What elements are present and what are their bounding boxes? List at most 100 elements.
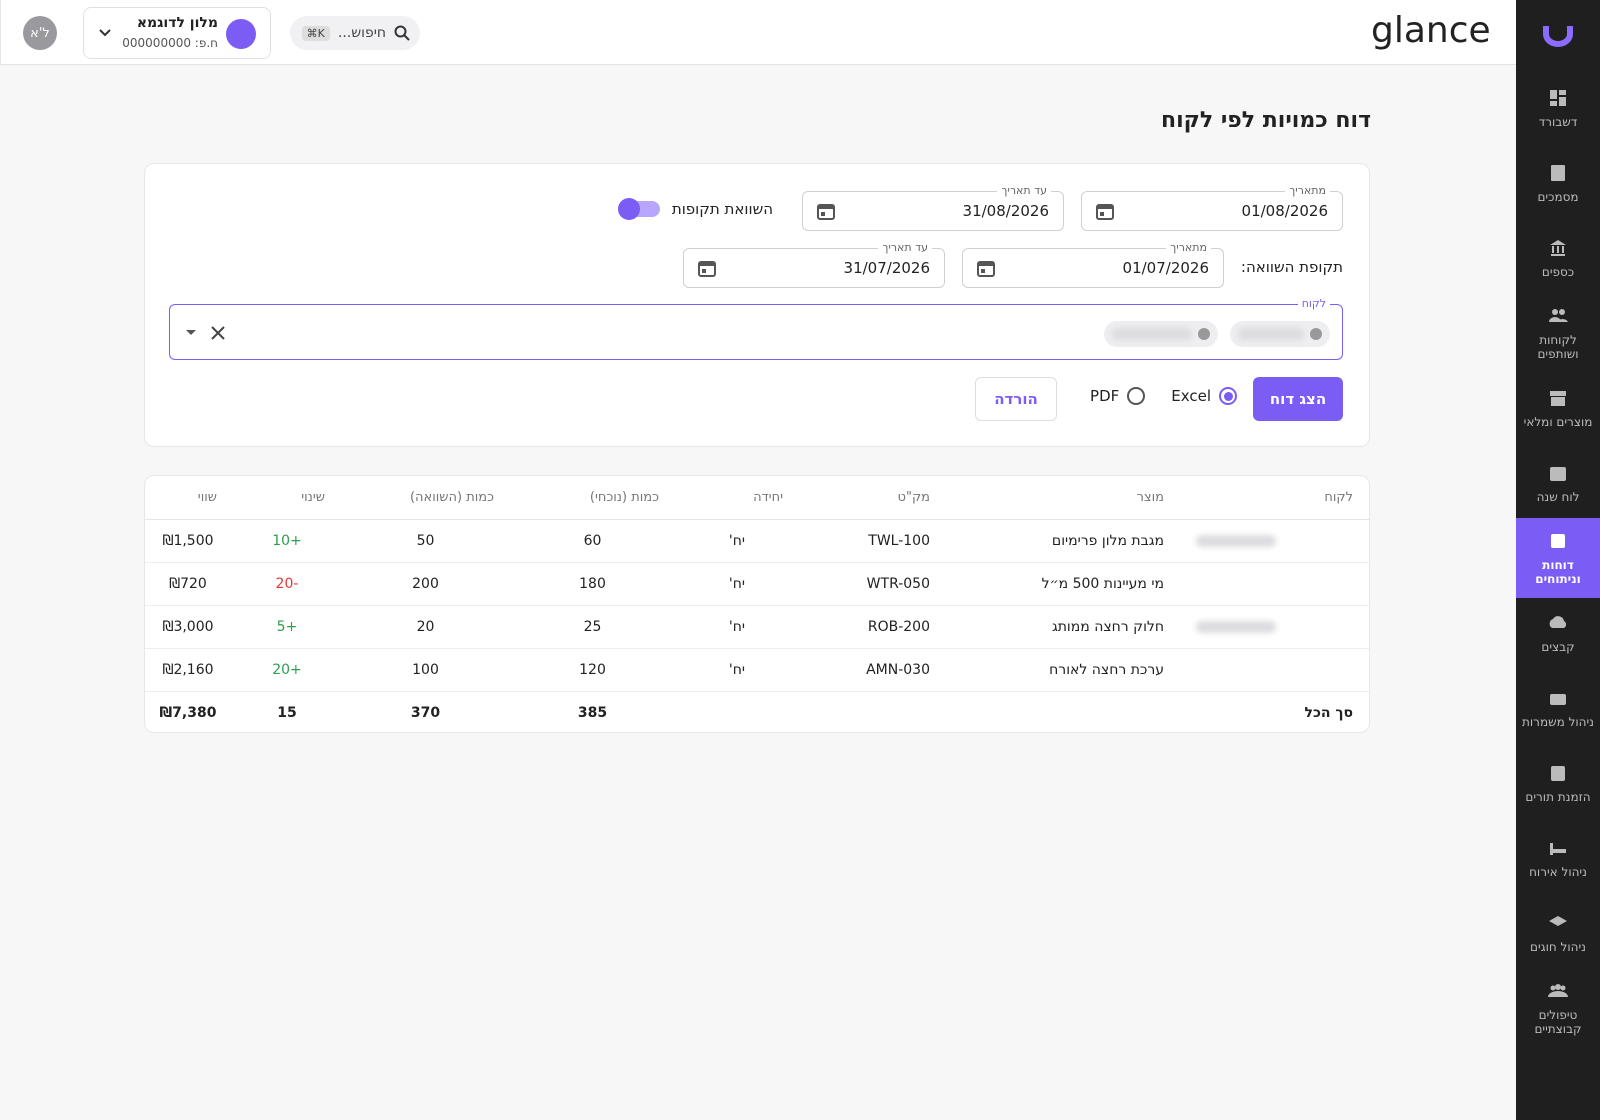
empty-cell	[946, 691, 1180, 732]
nav-item[interactable]: דשבורד	[1516, 68, 1600, 148]
nav-label: הזמנת תורים	[1525, 790, 1591, 804]
download-button[interactable]: הורדה	[975, 377, 1057, 421]
empty-cell	[675, 691, 799, 732]
column-header: שווי	[145, 476, 233, 520]
compare-cell: 200	[341, 562, 510, 606]
total-current: 385	[577, 704, 608, 721]
format-option[interactable]: PDF	[1090, 387, 1120, 405]
nav-item[interactable]: ניהול אירוח	[1516, 818, 1600, 898]
current-cell: 60	[510, 519, 675, 563]
column-header: כמות (השוואה)	[341, 476, 510, 520]
field-value: 01/08/2026	[1241, 202, 1328, 220]
total-value: ₪7,380	[159, 704, 217, 721]
total-change: 15	[277, 704, 297, 721]
date-from[interactable]: מתאריך 01/08/2026	[1081, 184, 1343, 231]
empty-cell	[799, 691, 946, 732]
show-report-button[interactable]: הצג דוח	[1253, 377, 1343, 421]
business-id: ח.פ: 000000000	[122, 36, 218, 50]
nav-item[interactable]: לוח שנה	[1516, 443, 1600, 523]
customer-select[interactable]: לקוח	[169, 297, 1343, 360]
format-radios: PDF Excel	[1090, 387, 1237, 405]
nav-item[interactable]: ניהול משמרות	[1516, 668, 1600, 748]
nav-item[interactable]: קבצים	[1516, 593, 1600, 673]
table-row: מגבת מלון פרימיום TWL-100 יח' 60 50 +10 ₪1,500	[145, 519, 1369, 563]
change-cell: +10	[233, 519, 341, 563]
nav-item[interactable]: דוחות וניתוחים	[1516, 518, 1600, 598]
compare-cell: 50	[341, 519, 510, 563]
column-header: שינוי	[233, 476, 341, 520]
nav-label: ניהול משמרות	[1522, 715, 1594, 729]
filter-card: מתאריך 01/08/2026 עד תאריך 31/08/2026 השוו…	[144, 163, 1370, 447]
compare-to[interactable]: עד תאריך 31/07/2026	[683, 241, 945, 288]
field-label: עד תאריך	[997, 184, 1051, 197]
app-logo-icon	[1543, 26, 1573, 47]
field-value: 31/07/2026	[843, 259, 930, 277]
sku-cell: TWL-100	[799, 519, 946, 563]
nav-label: מוצרים ומלאי	[1523, 415, 1593, 429]
nav-item[interactable]: כספים	[1516, 218, 1600, 298]
avatar[interactable]: ל'א	[23, 16, 57, 50]
customer-cell	[1180, 519, 1369, 563]
nav-label: ניהול חוגים	[1530, 940, 1586, 954]
sku-cell: ROB-200	[799, 605, 946, 649]
nav-label: מסמכים	[1537, 190, 1579, 204]
field-label: מתאריך	[1285, 184, 1330, 197]
field-label: עד תאריך	[878, 241, 932, 254]
topbar: glance חיפוש... K⌘ מלון לדוגמא ח.פ: 0000…	[0, 0, 1516, 65]
column-header: מק"ט	[799, 476, 946, 520]
unit-cell: יח'	[675, 562, 799, 606]
current-cell: 25	[510, 605, 675, 649]
nav-label: כספים	[1541, 265, 1575, 279]
business-selector[interactable]: מלון לדוגמא ח.פ: 000000000	[83, 7, 271, 59]
product-cell: ערכת רחצה לאורח	[946, 648, 1180, 692]
customer-cell	[1180, 562, 1369, 606]
date-to[interactable]: עד תאריך 31/08/2026	[802, 184, 1064, 231]
nav-item[interactable]: לקוחות ושותפים	[1516, 293, 1600, 373]
customer-chip[interactable]	[1104, 321, 1218, 347]
unit-cell: יח'	[675, 605, 799, 649]
nav-label: לוח שנה	[1536, 490, 1580, 504]
column-header: מוצר	[946, 476, 1180, 520]
product-cell: מגבת מלון פרימיום	[946, 519, 1180, 563]
search[interactable]: חיפוש... K⌘	[290, 16, 420, 50]
field-value: 01/07/2026	[1122, 259, 1209, 277]
product-cell: חלוק רחצה ממותג	[946, 605, 1180, 649]
nav-item[interactable]: מסמכים	[1516, 143, 1600, 223]
field-value: 31/08/2026	[962, 202, 1049, 220]
unit-cell: יח'	[675, 519, 799, 563]
nav-item[interactable]: ניהול חוגים	[1516, 893, 1600, 973]
column-header: כמות (נוכחי)	[510, 476, 675, 520]
table-row: חלוק רחצה ממותג ROB-200 יח' 25 20 +5 ₪3,000	[145, 605, 1369, 649]
report-table: לקוח מוצר מק"ט יחידה כמות (נוכחי) כמות (השווא…	[145, 476, 1369, 732]
compare-from[interactable]: מתאריך 01/07/2026	[962, 241, 1224, 288]
customer-cell	[1180, 605, 1369, 649]
column-header: יחידה	[675, 476, 799, 520]
value-cell: ₪2,160	[145, 648, 233, 692]
nav-label: דוחות וניתוחים	[1535, 558, 1581, 586]
search-placeholder: חיפוש...	[337, 25, 386, 41]
nav-item[interactable]: הזמנת תורים	[1516, 743, 1600, 823]
current-cell: 120	[510, 648, 675, 692]
nav-item[interactable]: מוצרים ומלאי	[1516, 368, 1600, 448]
sku-cell: WTR-050	[799, 562, 946, 606]
toggle-label: השוואת תקופות	[671, 200, 773, 218]
current-cell: 180	[510, 562, 675, 606]
compare-cell: 20	[341, 605, 510, 649]
nav-label: ניהול אירוח	[1529, 865, 1587, 879]
field-label: מתאריך	[1166, 241, 1211, 254]
nav-item[interactable]: טיפולים קבוצתיים	[1516, 968, 1600, 1048]
compare-toggle[interactable]: השוואת תקופות	[617, 198, 773, 220]
field-label: לקוח	[1297, 297, 1330, 310]
nav-label: לקוחות ושותפים	[1537, 333, 1579, 361]
change-cell: +20	[233, 648, 341, 692]
compare-cell: 100	[341, 648, 510, 692]
compare-label: תקופת השוואה:	[1240, 258, 1343, 276]
format-option[interactable]: Excel	[1171, 387, 1211, 405]
value-cell: ₪1,500	[145, 519, 233, 563]
business-name: מלון לדוגמא	[136, 15, 218, 31]
page-title: דוח כמויות לפי לקוח	[1161, 108, 1371, 133]
sidebar: דשבורד מסמכים כספים לקוחות ושותפים מוצרים ומ…	[1516, 0, 1600, 1120]
change-cell: -20	[233, 562, 341, 606]
customer-chip[interactable]	[1230, 321, 1330, 347]
